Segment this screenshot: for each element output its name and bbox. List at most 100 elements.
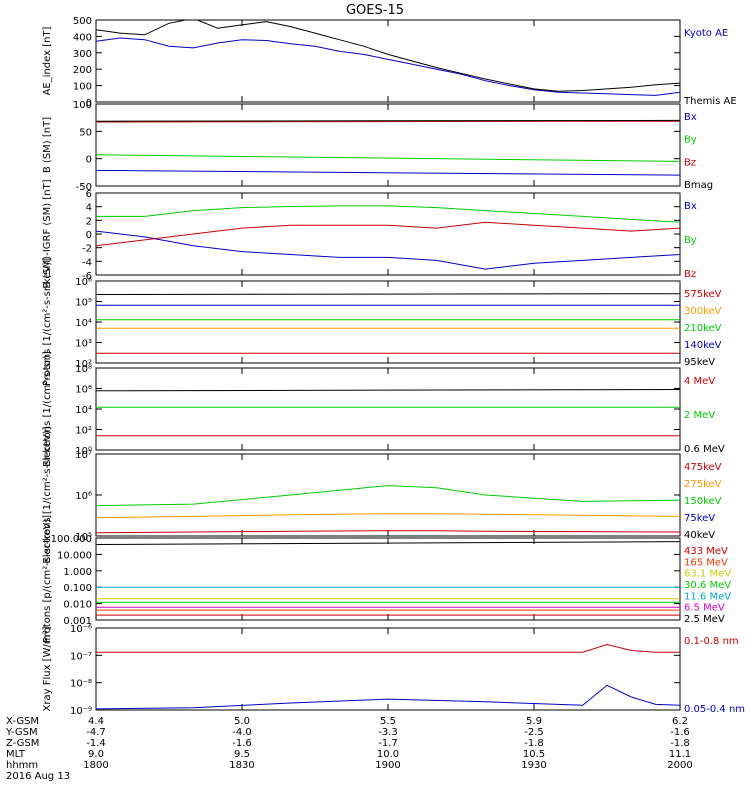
footer-value: 9.0 — [88, 749, 104, 760]
series-group — [96, 293, 680, 354]
panel-4: 10⁰ 10² 10⁴ 10⁶ 10⁸ Electrons [1/(cm²-s-sr)] 4… — [42, 351, 725, 467]
y-tick-label: 100.000 — [51, 534, 92, 545]
legend-entry: 275keV — [684, 479, 722, 490]
series-line-475kev — [96, 530, 680, 534]
legend-entry: 95keV — [684, 357, 715, 368]
y-tick-label: 1.000 — [63, 567, 92, 578]
footer-value: 1930 — [521, 760, 546, 771]
y-tick-label: -2 — [82, 244, 92, 255]
y-tick-label: 200 — [73, 65, 92, 76]
legend-entry: 475keV — [684, 462, 722, 473]
y-tick-label: 500 — [73, 16, 92, 27]
footer-row-label: MLT — [6, 749, 26, 760]
legend-entry: 300keV — [684, 306, 722, 317]
footer-value: -1.6 — [670, 727, 690, 738]
series-line-by — [96, 205, 680, 223]
footer-value: -1.8 — [670, 738, 690, 749]
panel-frame — [95, 103, 681, 187]
footer-row-label: hhmm — [6, 760, 38, 771]
footer-value: 5.0 — [234, 716, 250, 727]
series-line-0-05-0-4-nm — [96, 684, 680, 710]
y-tick-label: 10⁴ — [75, 405, 92, 416]
footer-axis-table: X-GSM 4.4 5.0 5.5 5.9 6.2 Y-GSM -4.7 -4.0 -3.3 -2.… — [5, 716, 693, 782]
legend-entry: 150keV — [684, 496, 722, 507]
y-tick-label: 100 — [73, 100, 92, 111]
y-tick-label: 50 — [79, 127, 92, 138]
legend-entry: Bz — [684, 269, 696, 280]
series-line-bz — [96, 120, 680, 123]
series-line-150kev — [96, 485, 680, 507]
y-axis-label: AE_index [nT] — [42, 26, 53, 95]
y-tick-label: 10⁻⁸ — [70, 679, 92, 690]
legend-entry: Bz — [684, 157, 696, 168]
footer-value: -2.5 — [524, 727, 544, 738]
footer-row-label: Y-GSM — [5, 727, 38, 738]
series-group — [96, 485, 680, 536]
legend-entry: 433 MeV — [684, 546, 728, 557]
y-tick-label: 10³ — [75, 339, 92, 350]
y-tick-label: 2 — [86, 216, 92, 227]
y-tick-label: 10⁵ — [75, 298, 92, 309]
legend-entry: By — [684, 135, 697, 146]
y-tick-label: 10⁷ — [75, 450, 92, 461]
y-tick-label: 300 — [73, 49, 92, 60]
legend-entry: 0.6 MeV — [684, 444, 725, 455]
y-tick-label: 10⁰ — [75, 446, 92, 457]
legend-entry: 165 MeV — [684, 557, 728, 568]
legend-entry: Bx — [684, 112, 697, 123]
series-line-bx — [96, 169, 680, 176]
panel-frame — [95, 453, 681, 537]
panel-7: 10⁻⁹ 10⁻⁸ 10⁻⁷ 10⁻⁶ Xray Flux [W/m²] 0.1-0.8 … — [42, 624, 745, 717]
panel-frame — [95, 192, 681, 276]
legend-entry: Bmag — [684, 180, 713, 191]
y-axis-label: B (SM)-IGRF (SM) [nT] — [42, 179, 53, 288]
y-tick-label: 0 — [86, 98, 92, 109]
legend-entry: 210keV — [684, 323, 722, 334]
y-tick-label: 10⁴ — [75, 318, 92, 329]
y-tick-label: 100 — [73, 82, 92, 93]
series-group — [96, 541, 680, 616]
series-line-by — [96, 154, 680, 162]
footer-row-label: X-GSM — [6, 716, 39, 727]
series-line-275kev — [96, 513, 680, 519]
series-line-bz — [96, 221, 680, 247]
series-line-bx — [96, 230, 680, 270]
y-tick-label: 10⁶ — [75, 277, 92, 288]
footer-value: 5.5 — [380, 716, 396, 727]
footer-value: -3.3 — [378, 727, 398, 738]
footer-date: 2016 Aug 13 — [6, 771, 70, 782]
panel-2: -6 -4 -2 0 2 4 6 B (SM)-IGRF (SM) [nT] Bx By Bz — [42, 179, 697, 288]
legend-entry: Bx — [684, 201, 697, 212]
y-axis-label: Electrons [1/(cm²-s-sr)] — [42, 351, 53, 467]
footer-value: 1800 — [83, 760, 108, 771]
footer-value: 1900 — [375, 760, 400, 771]
legend-entry: Themis AE — [683, 96, 737, 107]
footer-value: -1.6 — [232, 738, 252, 749]
y-tick-label: -4 — [82, 257, 92, 268]
legend-entry: 6.5 MeV — [684, 603, 725, 614]
y-tick-label: 10⁶ — [75, 385, 92, 396]
footer-row-label: Z-GSM — [6, 738, 39, 749]
footer-value: -1.4 — [86, 738, 106, 749]
footer-value: -4.7 — [86, 727, 106, 738]
y-tick-label: 10² — [75, 359, 92, 370]
footer-value: 6.2 — [672, 716, 688, 727]
legend-entry: Kyoto AE — [684, 28, 728, 39]
footer-value: -1.7 — [378, 738, 398, 749]
y-tick-label: 10⁻⁶ — [70, 624, 92, 635]
footer-value: -1.8 — [524, 738, 544, 749]
legend-entry: 63.1 MeV — [684, 569, 731, 580]
y-axis-label: Xray Flux [W/m²] — [42, 626, 53, 711]
y-axis-label: Electrons [1/(cm²-s-sr-keV)] — [42, 426, 53, 563]
footer-value: -4.0 — [232, 727, 252, 738]
legend-entry: 75keV — [684, 513, 715, 524]
y-tick-label: 10⁸ — [75, 364, 92, 375]
footer-value: 2000 — [667, 760, 692, 771]
footer-value: 10.5 — [523, 749, 545, 760]
legend-entry: 0.05-0.4 nm — [684, 704, 745, 715]
footer-value: 11.1 — [669, 749, 691, 760]
legend-entry: 11.6 MeV — [684, 591, 731, 602]
legend-entry: 2.5 MeV — [684, 614, 725, 625]
